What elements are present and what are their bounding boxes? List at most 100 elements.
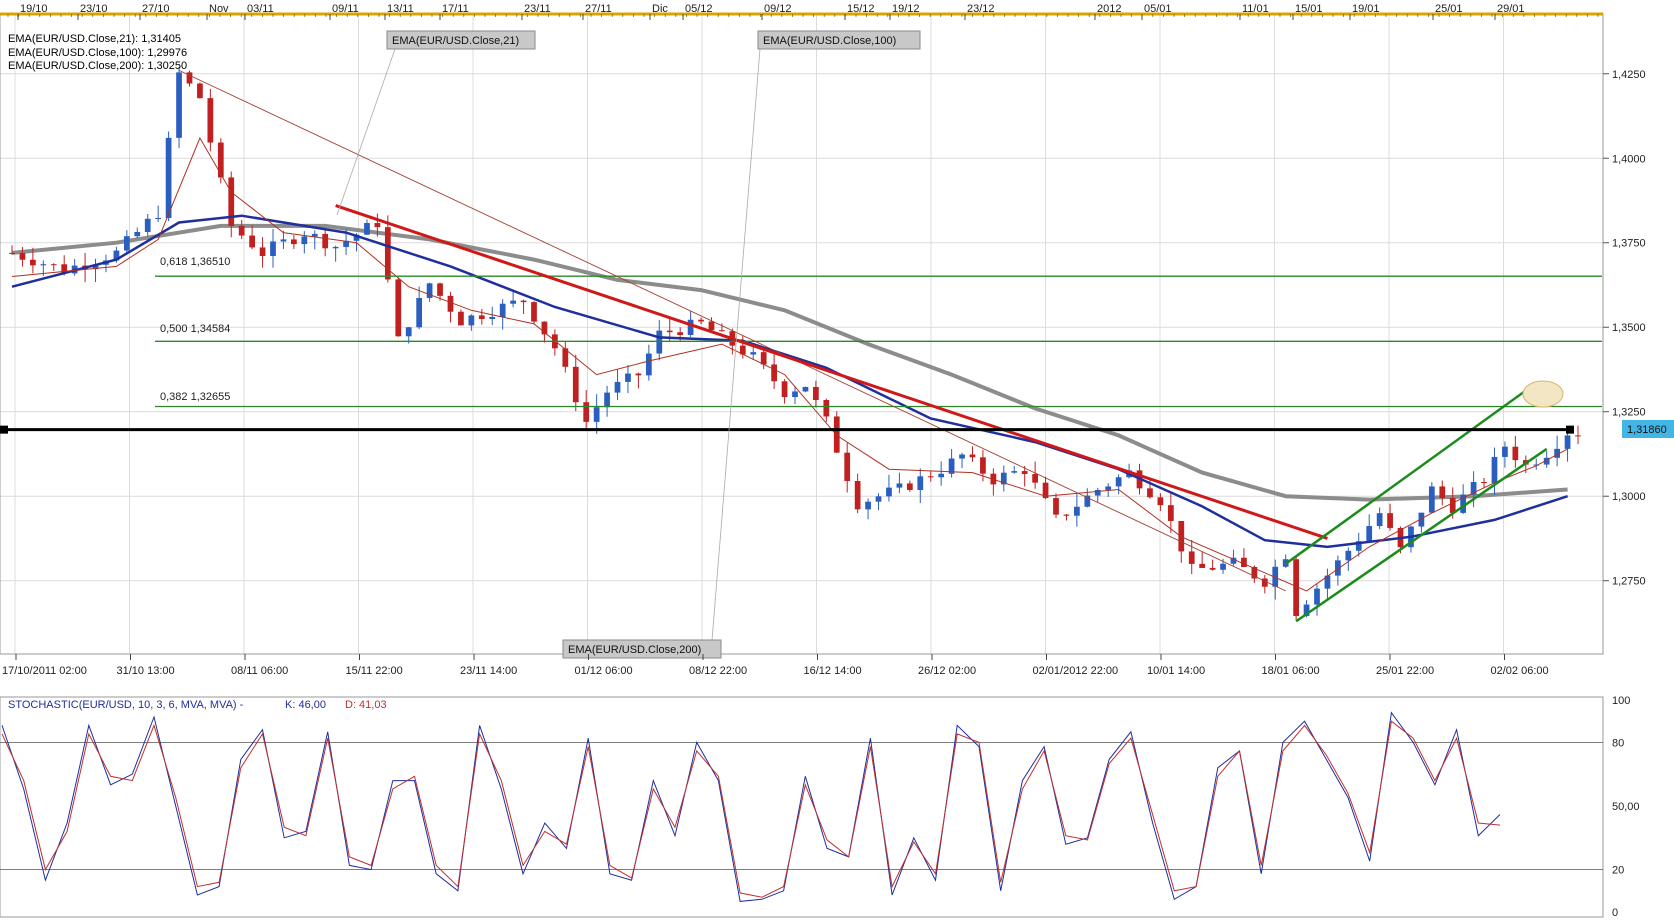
last-price-tag-box	[1622, 420, 1674, 438]
candle	[1554, 435, 1560, 467]
time-tick-label: 18/01 06:00	[1262, 665, 1320, 677]
candle	[833, 411, 840, 454]
candle	[1063, 513, 1070, 521]
candle	[1533, 458, 1540, 470]
candle	[238, 219, 245, 240]
top-tick-label: 17/11	[442, 3, 469, 15]
candle-body	[311, 233, 318, 237]
legend-ema200: EMA(EUR/USD.Close,200): 1,30250	[8, 60, 187, 72]
time-tick-label: 26/12 02:00	[918, 665, 976, 677]
candle-body	[510, 300, 516, 304]
stochastic-tick-label: 0	[1612, 907, 1618, 919]
candle	[489, 306, 496, 326]
candle-body	[1105, 486, 1112, 490]
candle-body	[1293, 559, 1299, 616]
candle	[1439, 480, 1446, 506]
candle	[583, 389, 590, 432]
candle	[1314, 584, 1320, 616]
candle	[311, 230, 318, 250]
candle	[437, 282, 443, 301]
time-tick-label: 25/01 22:00	[1376, 665, 1434, 677]
candle	[1094, 487, 1101, 503]
candle	[1115, 474, 1122, 495]
candle-body	[291, 239, 297, 245]
top-tick-label: 15/01	[1295, 3, 1323, 15]
channel-upper-line	[1284, 381, 1537, 565]
candle-body	[792, 391, 798, 398]
candle	[447, 291, 454, 323]
top-tick-label: 19/01	[1352, 3, 1380, 15]
time-tick-label: 08/12 22:00	[689, 665, 747, 677]
candle-body	[980, 457, 986, 474]
drawn-lines	[0, 48, 1602, 641]
candle-body	[165, 137, 172, 219]
candle	[1491, 447, 1498, 495]
candle	[875, 493, 882, 511]
candle-body	[1157, 497, 1164, 506]
candle-body	[176, 72, 182, 138]
candle-body	[1345, 550, 1352, 561]
candle-body	[1387, 513, 1393, 528]
candle	[562, 341, 569, 373]
candle	[625, 364, 631, 394]
candle-body	[249, 235, 255, 248]
candle-body	[1533, 464, 1540, 466]
candle-body	[656, 330, 663, 354]
ema100-line	[11, 214, 1568, 549]
stochastic-tick-label: 100	[1612, 695, 1630, 707]
candle	[280, 230, 287, 249]
candle-body	[1042, 482, 1049, 499]
ema100-callout: EMA(EUR/USD.Close,100)	[763, 35, 896, 47]
candle	[478, 308, 485, 325]
candle-body	[343, 240, 349, 247]
ema200-callout-box	[562, 639, 722, 659]
candle	[374, 213, 381, 237]
time-axis: 17/10/2011 02:00 31/10 13:00 08/11 06:00 15…	[2, 654, 1549, 677]
candle	[217, 138, 224, 184]
candle	[927, 471, 934, 482]
candle	[854, 473, 861, 514]
candle	[886, 474, 892, 502]
candle	[802, 386, 809, 393]
candle-body	[1314, 588, 1320, 605]
candle	[1032, 461, 1038, 489]
price-tick-label: 1,3000	[1612, 491, 1646, 503]
main-grid	[0, 14, 1603, 654]
top-tick-label: Dic	[652, 3, 668, 15]
candle	[531, 301, 537, 325]
top-tick-label: 23/10	[80, 3, 108, 15]
candle	[572, 354, 579, 412]
candle	[197, 82, 203, 99]
time-tick-label: 02/02 06:00	[1491, 665, 1549, 677]
ema200-callout-leader	[711, 48, 761, 641]
candle-body	[1053, 498, 1059, 515]
candle	[635, 372, 642, 389]
candle-body	[739, 345, 746, 355]
top-tick-label: 27/11	[585, 3, 612, 15]
candle	[520, 299, 527, 315]
candle-body	[437, 283, 443, 296]
candle-body	[1564, 435, 1571, 449]
candle-body	[489, 316, 496, 320]
candle-body	[374, 223, 381, 228]
candle-body	[698, 319, 704, 322]
candle-body	[635, 373, 642, 376]
candle-body	[50, 264, 57, 266]
stochastic-frame	[0, 696, 1604, 918]
candle-body	[1366, 526, 1373, 542]
top-tick-label: 09/12	[764, 3, 792, 15]
top-tick-label: 09/11	[332, 3, 359, 15]
candle-body	[1491, 456, 1498, 483]
price-tick-label: 1,3500	[1612, 322, 1646, 334]
top-tick-label: 23/12	[967, 3, 995, 15]
candle	[844, 442, 851, 493]
candle-body	[959, 454, 965, 459]
candle-body	[802, 386, 809, 392]
candle-body	[1230, 557, 1237, 564]
legend-ema21: EMA(EUR/USD.Close,21): 1,31405	[8, 33, 181, 45]
candle	[291, 235, 297, 249]
candle-body	[1147, 488, 1153, 498]
candle-body	[781, 381, 788, 398]
candle-body	[426, 283, 433, 298]
time-tick-label: 31/10 13:00	[117, 665, 175, 677]
